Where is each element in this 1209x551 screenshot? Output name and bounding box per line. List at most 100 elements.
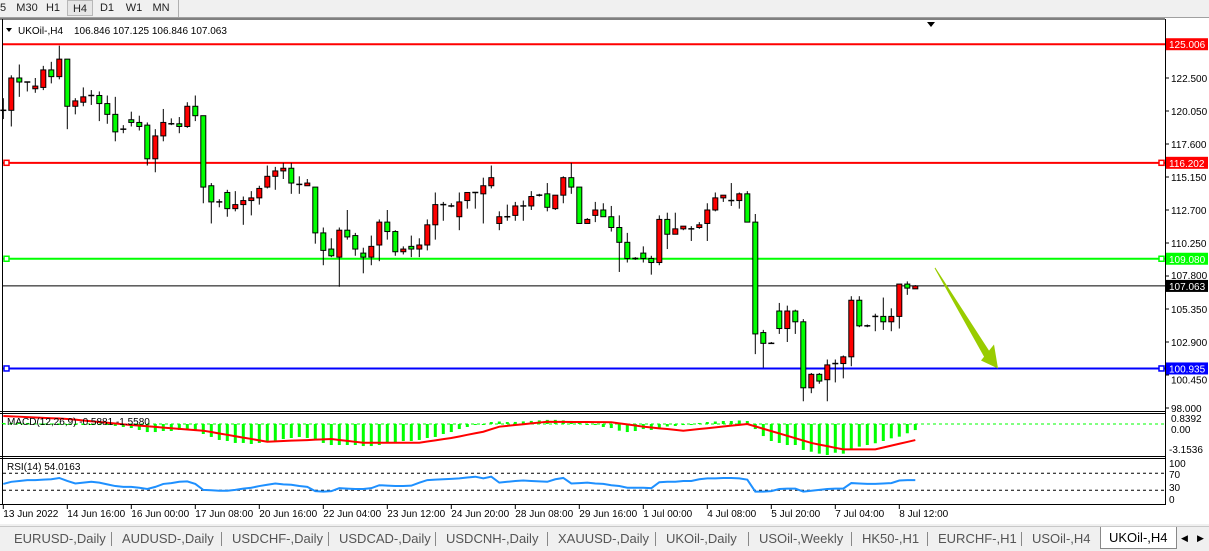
candle[interactable] (832, 359, 839, 383)
timeframe-d1-button[interactable]: D1 (99, 2, 115, 14)
candle[interactable] (0, 98, 7, 120)
candle[interactable] (480, 177, 487, 224)
candle[interactable] (344, 209, 351, 240)
candle[interactable] (200, 115, 207, 204)
chart-tab-usdcnh-daily[interactable]: USDCNH-,Daily (446, 531, 539, 546)
candle[interactable] (384, 209, 391, 240)
candle[interactable] (528, 191, 535, 210)
candle[interactable] (304, 179, 311, 187)
candle[interactable] (680, 225, 687, 231)
candle[interactable] (128, 111, 135, 127)
timeframe-m30-button[interactable]: M30 (16, 2, 38, 14)
candle[interactable] (264, 165, 271, 189)
level-anchor-handle[interactable] (1158, 159, 1165, 167)
candle[interactable] (912, 285, 919, 290)
candle[interactable] (552, 194, 559, 210)
candle[interactable] (32, 77, 39, 93)
candle[interactable] (904, 281, 911, 295)
candle[interactable] (320, 227, 327, 266)
candle[interactable] (696, 222, 703, 229)
candle[interactable] (120, 125, 127, 134)
timeframe-h4-button[interactable]: H4 (67, 0, 93, 16)
candle[interactable] (328, 238, 335, 258)
candle[interactable] (464, 191, 471, 209)
candle[interactable] (456, 192, 463, 231)
candle[interactable] (600, 203, 607, 218)
candle[interactable] (248, 191, 255, 216)
candle[interactable] (448, 203, 455, 208)
chart-tab-ukoil-h4[interactable]: UKOil-,H4 (1100, 527, 1177, 549)
candle[interactable] (768, 341, 775, 345)
candle[interactable] (112, 96, 119, 142)
candle[interactable] (848, 296, 855, 367)
candle[interactable] (192, 95, 199, 122)
candle[interactable] (856, 296, 863, 328)
candle[interactable] (440, 201, 447, 221)
chart-shift-marker-icon[interactable] (927, 22, 935, 27)
timeframe-mn-button[interactable]: MN (152, 2, 170, 14)
candle[interactable] (240, 196, 247, 225)
chart-tab-audusd-daily[interactable]: AUDUSD-,Daily (122, 531, 214, 546)
chart-tab-usoil-weekly[interactable]: USOil-,Weekly (759, 531, 844, 546)
candle[interactable] (104, 95, 111, 124)
candle[interactable] (640, 246, 647, 263)
candle[interactable] (80, 87, 87, 107)
candle[interactable] (536, 193, 543, 197)
candle[interactable] (576, 186, 583, 224)
candle[interactable] (736, 192, 743, 209)
candle[interactable] (272, 166, 279, 190)
candle[interactable] (776, 302, 783, 334)
candle[interactable] (176, 117, 183, 134)
chart-tab-usdchf-daily[interactable]: USDCHF-,Daily (232, 531, 323, 546)
candle[interactable] (336, 227, 343, 287)
chart-tab-xauusd-daily[interactable]: XAUUSD-,Daily (558, 531, 650, 546)
candle[interactable] (800, 319, 807, 402)
candle[interactable] (728, 183, 735, 206)
chart-tab-usdcad-daily[interactable]: USDCAD-,Daily (339, 531, 431, 546)
chart-tab-ukoil-daily[interactable]: UKOil-,Daily (666, 531, 737, 546)
candle[interactable] (224, 189, 231, 217)
candle[interactable] (648, 255, 655, 275)
timeframe-w1-button[interactable]: W1 (125, 2, 143, 14)
candle[interactable] (808, 372, 815, 394)
candle[interactable] (416, 238, 423, 258)
scroll-right-icon[interactable]: ▶ (1197, 533, 1204, 543)
candle[interactable] (504, 204, 511, 221)
candle[interactable] (760, 329, 767, 368)
candle[interactable] (208, 183, 215, 224)
candle[interactable] (584, 218, 591, 224)
candle[interactable] (608, 205, 615, 232)
timeframe-5-button[interactable]: 5 (0, 2, 7, 14)
level-anchor-handle[interactable] (1158, 365, 1165, 372)
candle[interactable] (672, 212, 679, 235)
scroll-left-icon[interactable]: ◀ (1181, 533, 1188, 543)
arrow-down-icon[interactable] (981, 344, 998, 369)
candle[interactable] (72, 98, 79, 115)
candle[interactable] (56, 45, 63, 80)
candle[interactable] (24, 81, 31, 92)
candle[interactable] (88, 90, 95, 105)
candle[interactable] (40, 65, 47, 91)
candle[interactable] (896, 283, 903, 329)
candle[interactable] (16, 64, 23, 97)
candle[interactable] (184, 102, 191, 128)
chart-tab-eurchf-h1[interactable]: EURCHF-,H1 (938, 531, 1017, 546)
candle[interactable] (752, 214, 759, 355)
candle[interactable] (720, 194, 727, 202)
candle[interactable] (496, 211, 503, 231)
candle[interactable] (256, 185, 263, 205)
candle[interactable] (704, 203, 711, 241)
candle[interactable] (688, 226, 695, 241)
candle[interactable] (392, 230, 399, 256)
candle[interactable] (152, 129, 159, 173)
candle[interactable] (216, 199, 223, 208)
candle[interactable] (408, 235, 415, 258)
candle[interactable] (144, 122, 151, 166)
candle[interactable] (744, 191, 751, 223)
candle[interactable] (888, 308, 895, 332)
candle[interactable] (360, 247, 367, 274)
candle[interactable] (664, 212, 671, 250)
candle[interactable] (824, 359, 831, 402)
candle[interactable] (136, 115, 143, 131)
candle[interactable] (64, 58, 71, 130)
